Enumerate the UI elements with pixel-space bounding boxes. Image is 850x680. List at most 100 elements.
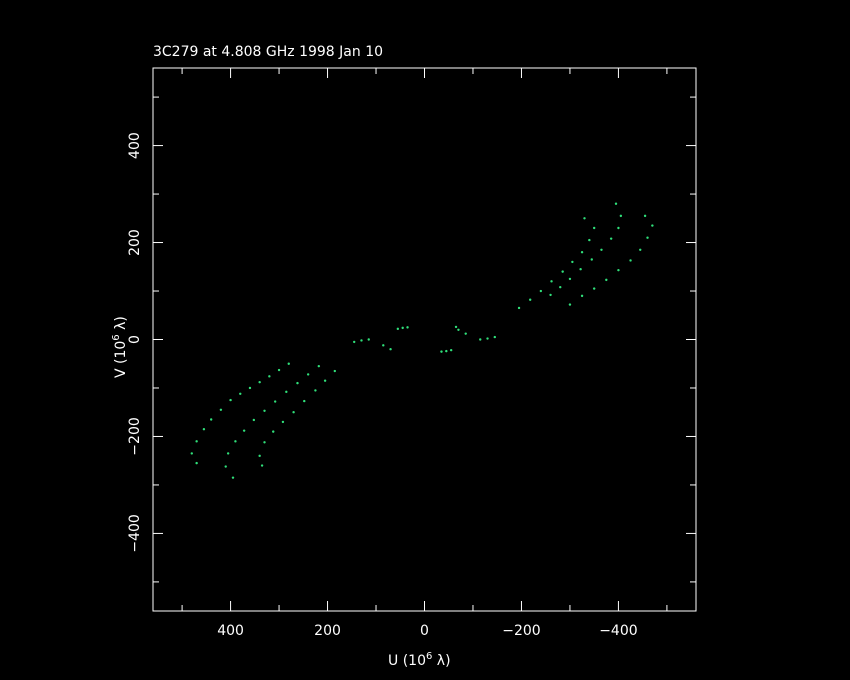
uv-point [549,293,552,297]
uv-point [517,306,521,310]
uv-point [568,303,572,306]
uv-point [629,259,632,262]
chart-title: 3C279 at 4.808 GHz 1998 Jan 10 [153,44,383,60]
uv-point [323,379,327,382]
uv-point [258,380,261,384]
uv-point [643,214,647,218]
uv-point [268,375,271,378]
uv-point [272,430,275,433]
y-tick-label: 200 [127,229,143,256]
uv-point [617,226,620,230]
uv-point [317,364,321,368]
x-tick-label: −200 [502,623,540,639]
uv-point [226,452,230,455]
uv-point [493,335,496,339]
uv-point [306,373,310,376]
uv-point [296,381,299,385]
uv-point [559,285,562,289]
uv-point [234,440,237,443]
uv-point [651,224,654,227]
uv-point [231,476,235,479]
uv-point [539,289,543,293]
uv-point [464,332,467,335]
uv-point [353,340,356,344]
uv-point [314,389,317,392]
uv-point [479,338,482,341]
x-tick-label: 0 [420,623,429,639]
uv-point [600,248,603,252]
uv-point [592,226,596,230]
uv-point [360,339,363,342]
y-tick-labels: −400 −200 0 200 400 [127,132,143,552]
uv-point [389,347,392,351]
y-tick-label: 400 [127,132,143,159]
uv-point [401,326,404,330]
uv-point [614,202,618,205]
uv-point [588,238,591,242]
uv-point [242,429,246,432]
uv-point [617,268,620,272]
uv-point [639,248,642,252]
x-tick-labels: 400 200 0 −200 −400 [217,623,637,639]
uv-point [224,465,227,468]
uv-point [258,454,261,458]
uv-point [590,258,593,261]
uv-point [367,338,370,341]
uv-point [248,386,252,390]
uv-point [396,327,400,331]
uv-point [646,236,649,239]
uv-point [273,400,277,403]
uv-point [209,418,213,421]
uv-point [292,411,295,414]
x-tick-label: −400 [599,623,637,639]
uv-point [550,280,553,283]
uv-point [568,277,572,281]
uv-point [287,362,290,365]
uv-point [285,390,288,394]
uv-point [561,270,564,273]
y-tick-label: −400 [127,514,143,552]
uv-point [605,278,608,282]
uv-point [303,399,306,403]
uv-point [263,409,266,412]
uv-point [195,461,198,465]
data-points [190,202,654,479]
x-tick-label: 200 [314,623,341,639]
uv-point [457,328,460,332]
uv-point [571,260,574,264]
uv-point [190,452,193,455]
uv-point [486,337,489,340]
plot-frame [152,67,697,612]
axis-ticks [153,68,696,611]
x-axis-label: U (106 λ) [388,651,451,669]
uv-point [260,464,264,467]
uv-point [592,287,596,290]
uv-point [580,294,584,298]
uv-point [528,298,532,301]
y-axis-label: V (106 λ) [111,316,129,378]
uv-point [229,398,232,402]
uv-point [609,237,613,240]
uv-point [219,408,223,411]
uv-point [252,418,256,422]
uv-point [445,349,448,353]
y-tick-label: −200 [127,417,143,455]
uv-point [583,217,586,220]
uv-point [619,214,623,218]
uv-point [440,350,443,353]
uv-point [281,420,285,424]
uv-point [195,440,198,443]
uv-point [263,441,266,444]
uv-point [382,344,385,347]
uv-point [579,268,582,271]
uv-point [580,251,584,254]
y-tick-label: 0 [127,335,143,344]
uv-point [333,369,337,373]
uv-point [202,427,206,431]
uv-point [239,392,242,395]
x-tick-label: 400 [217,623,244,639]
uv-point [277,368,281,372]
uv-point [454,325,458,329]
uv-point [449,348,453,352]
